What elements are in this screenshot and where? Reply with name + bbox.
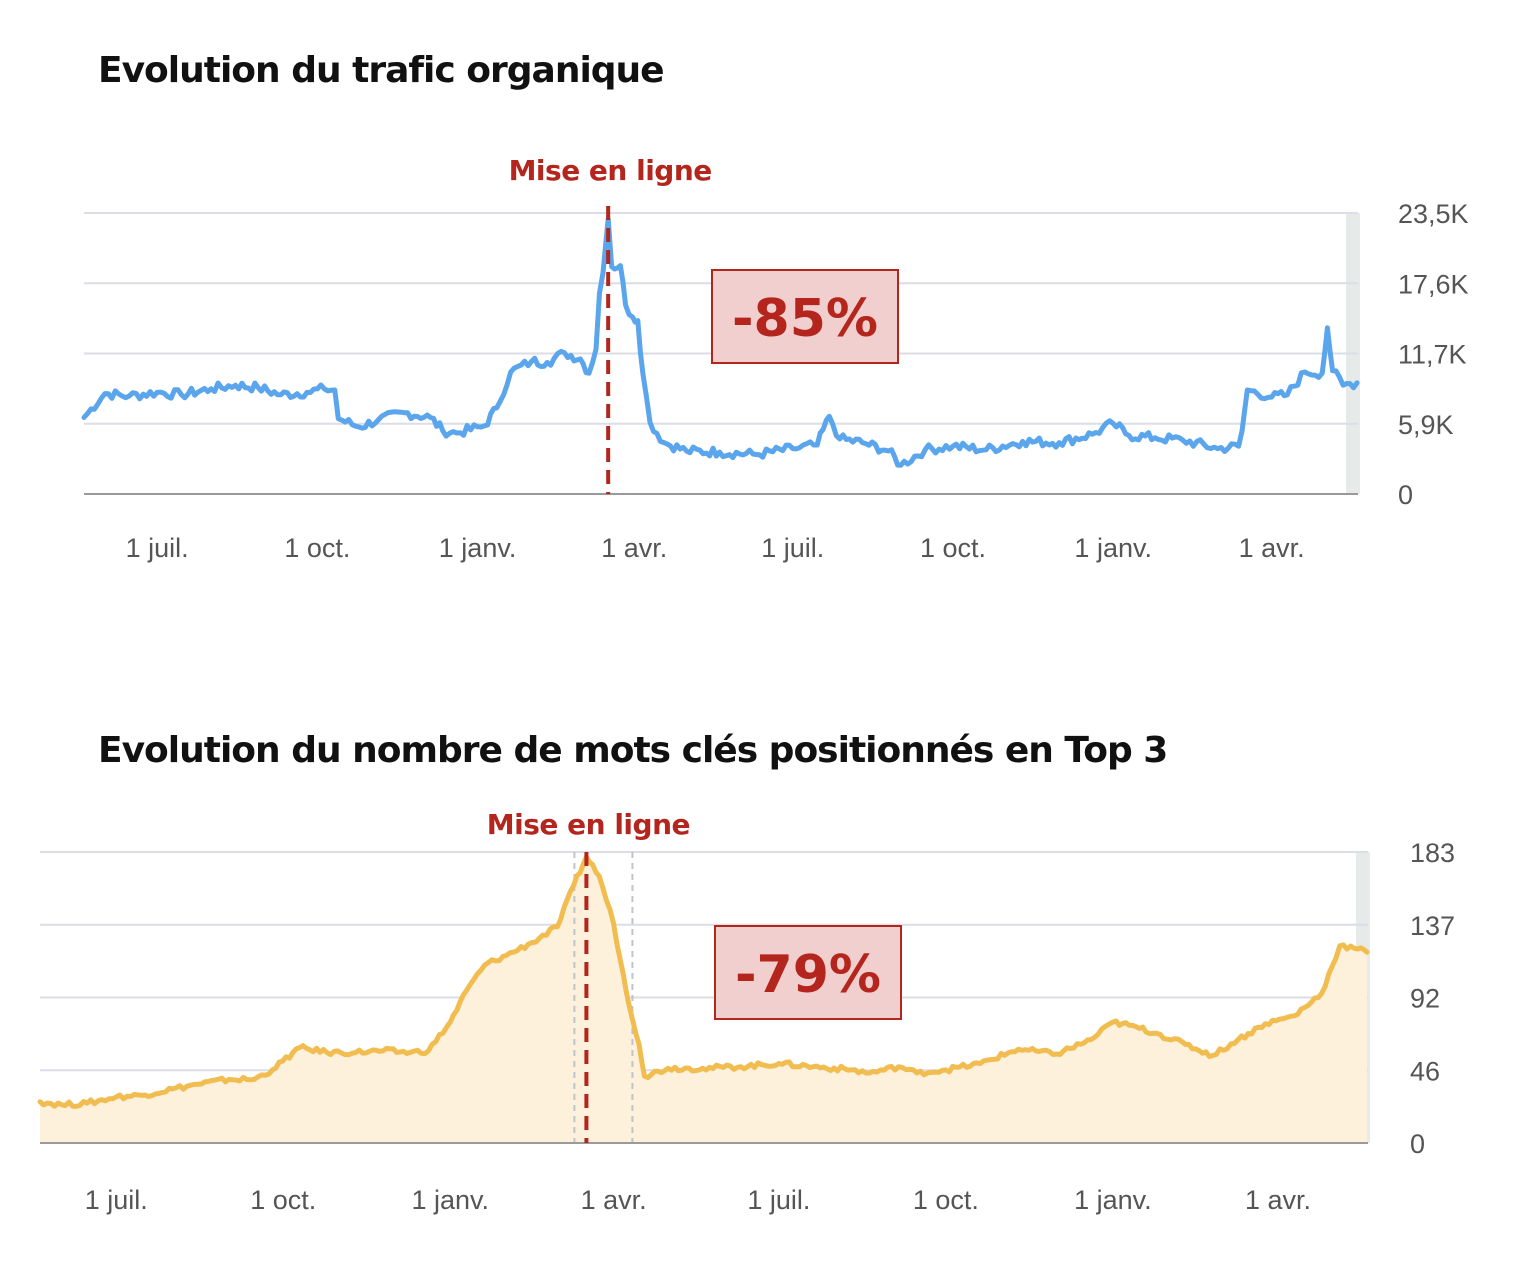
x-tick-label: 1 janv. <box>411 1185 489 1215</box>
y-tick-label: 92 <box>1410 984 1440 1014</box>
x-tick-label: 1 avr. <box>581 1185 647 1215</box>
series-line <box>81 216 1360 468</box>
keywords-chart: 183 137 92 46 0 1 juil. 1 oct. 1 janv. 1 avr. 1 j… <box>37 808 1455 1215</box>
change-badge-text: -85% <box>732 289 878 349</box>
y-tick-label: 11,7K <box>1398 340 1467 370</box>
x-tick-label: 1 oct. <box>920 533 986 563</box>
x-tick-label: 1 janv. <box>1074 533 1152 563</box>
keywords-chart-title: Evolution du nombre de mots clés positio… <box>98 730 1168 771</box>
launch-marker-label: Mise en ligne <box>509 154 712 187</box>
x-tick-label: 1 juil. <box>85 1185 148 1215</box>
x-tick-label: 1 oct. <box>250 1185 316 1215</box>
y-tick-label: 0 <box>1410 1129 1425 1159</box>
x-tick-label: 1 juil. <box>761 533 824 563</box>
x-tick-label: 1 avr. <box>601 533 667 563</box>
x-tick-label: 1 janv. <box>439 533 517 563</box>
y-tick-label: 46 <box>1410 1056 1440 1086</box>
change-badge-text: -79% <box>735 945 881 1005</box>
traffic-chart-title: Evolution du trafic organique <box>98 50 665 91</box>
x-tick-label: 1 oct. <box>284 533 350 563</box>
x-tick-label: 1 avr. <box>1239 533 1305 563</box>
traffic-chart: 23,5K 17,6K 11,7K 5,9K 0 1 juil. 1 oct. 1 janv.… <box>81 154 1469 563</box>
y-tick-label: 5,9K <box>1398 410 1454 440</box>
y-tick-label: 183 <box>1410 838 1455 868</box>
y-tick-label: 137 <box>1410 911 1455 941</box>
y-tick-label: 17,6K <box>1398 269 1469 299</box>
change-badge <box>711 269 899 364</box>
y-tick-label: 23,5K <box>1398 199 1469 229</box>
series-line <box>37 854 1370 1109</box>
x-tick-label: 1 juil. <box>126 533 189 563</box>
x-tick-label: 1 oct. <box>913 1185 979 1215</box>
y-tick-label: 0 <box>1398 480 1413 510</box>
change-badge <box>714 925 902 1020</box>
x-tick-label: 1 juil. <box>747 1185 810 1215</box>
launch-marker-label: Mise en ligne <box>487 808 690 841</box>
series-area <box>40 856 1367 1143</box>
x-tick-label: 1 janv. <box>1074 1185 1152 1215</box>
x-tick-label: 1 avr. <box>1245 1185 1311 1215</box>
